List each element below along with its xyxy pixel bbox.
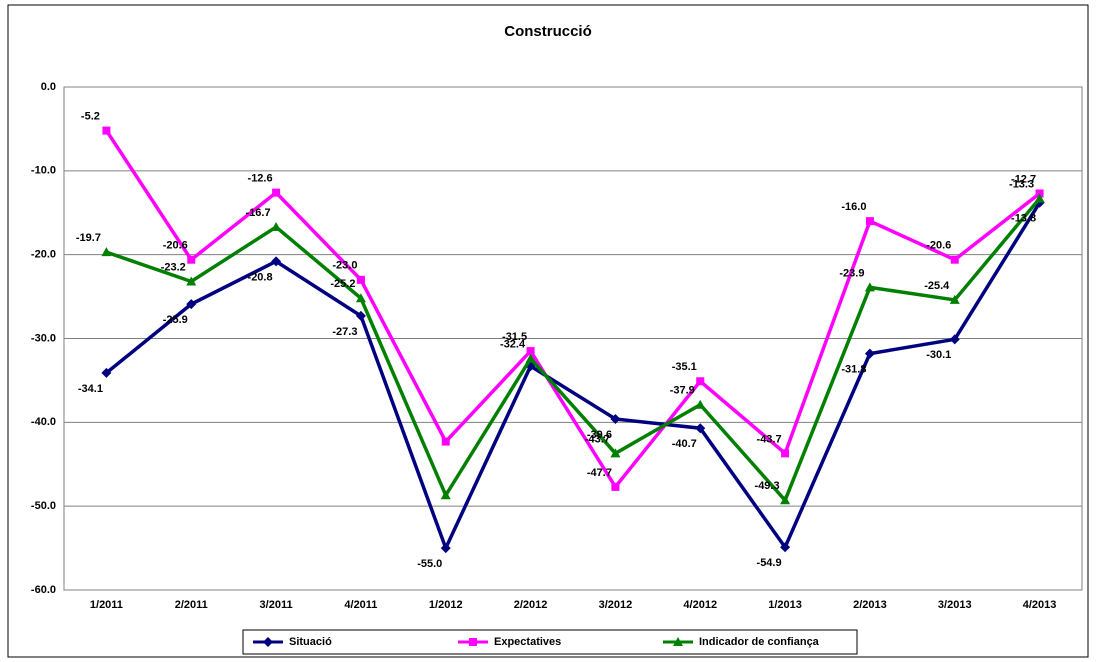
legend-box: [242, 629, 858, 655]
data-label: -20.6: [163, 240, 188, 252]
data-label: -39.6: [587, 429, 612, 441]
y-tick-label: -60.0: [31, 584, 56, 596]
data-label: -25.2: [330, 278, 355, 290]
y-tick-label: -20.0: [31, 249, 56, 261]
y-tick-label: 0.0: [41, 81, 56, 93]
data-label: -31.5: [502, 331, 527, 343]
data-label: -40.7: [672, 438, 697, 450]
data-label: -12.7: [1011, 173, 1036, 185]
marker: [864, 282, 875, 292]
marker: [469, 638, 477, 646]
x-tick-label: 1/2011: [90, 599, 123, 611]
marker: [272, 188, 281, 197]
legend-label: Indicador de confiança: [699, 636, 820, 648]
data-label: -19.7: [76, 232, 101, 244]
data-label: -23.2: [161, 261, 186, 273]
marker: [950, 255, 959, 264]
marker: [1034, 193, 1045, 203]
x-tick-label: 1/2013: [768, 599, 802, 611]
marker: [949, 334, 960, 345]
data-label: -49.3: [755, 480, 780, 492]
marker: [271, 222, 282, 232]
data-label: -55.0: [417, 558, 442, 570]
data-label: -13.8: [1011, 213, 1036, 225]
marker: [780, 495, 791, 505]
data-label: -47.7: [587, 467, 612, 479]
data-label: -25.9: [163, 314, 188, 326]
marker: [102, 126, 111, 135]
marker: [186, 276, 197, 286]
data-label: -23.9: [839, 267, 864, 279]
marker: [186, 299, 197, 310]
chart-title: Construcció: [504, 23, 592, 40]
marker: [611, 482, 620, 491]
marker: [780, 542, 791, 553]
data-label: -25.4: [924, 280, 950, 292]
data-label: -37.9: [670, 385, 695, 397]
x-tick-label: 3/2011: [260, 599, 293, 611]
marker: [781, 449, 790, 458]
data-label: -54.9: [757, 557, 782, 569]
marker: [187, 255, 196, 264]
x-tick-label: 2/2011: [175, 599, 208, 611]
data-label: -43.7: [585, 433, 610, 445]
data-label: -27.3: [332, 326, 357, 338]
marker: [610, 448, 621, 458]
marker: [263, 637, 273, 647]
x-tick-label: 4/2011: [344, 599, 377, 611]
marker: [673, 637, 683, 646]
marker: [355, 310, 366, 321]
series-line: [105, 201, 1042, 553]
data-label: -13.3: [1009, 178, 1034, 190]
x-tick-label: 1/2012: [429, 599, 463, 611]
marker: [696, 377, 705, 386]
data-label: -12.6: [248, 173, 273, 185]
data-label: -30.1: [926, 349, 951, 361]
data-label: -32.4: [500, 339, 526, 351]
x-tick-label: 4/2012: [683, 599, 717, 611]
data-label: -34.1: [78, 383, 103, 395]
series-line: [105, 197, 1041, 504]
y-tick-label: -50.0: [31, 500, 56, 512]
data-label: -20.8: [248, 271, 273, 283]
marker: [271, 256, 282, 267]
marker: [101, 367, 112, 378]
data-label: -16.0: [841, 201, 866, 213]
marker: [1035, 189, 1044, 198]
marker: [440, 543, 451, 554]
marker: [864, 348, 875, 359]
data-label: -31.8: [841, 363, 866, 375]
series-line: [104, 129, 1041, 490]
data-label: -35.1: [672, 361, 697, 373]
data-label: -23.0: [332, 260, 357, 272]
x-tick-label: 3/2013: [938, 599, 972, 611]
marker: [695, 423, 706, 434]
marker: [865, 217, 874, 226]
marker: [610, 413, 621, 424]
marker: [101, 247, 112, 257]
marker: [695, 399, 706, 409]
x-tick-label: 2/2013: [853, 599, 887, 611]
marker: [440, 490, 451, 500]
marker: [356, 275, 365, 284]
y-tick-label: -30.0: [31, 332, 56, 344]
marker: [441, 437, 450, 446]
data-label: -20.6: [926, 240, 951, 252]
x-tick-label: 3/2012: [599, 599, 633, 611]
marker: [525, 353, 536, 363]
marker: [949, 294, 960, 304]
x-tick-label: 2/2012: [514, 599, 548, 611]
legend-label: Situació: [289, 636, 332, 648]
x-tick-label: 4/2013: [1023, 599, 1057, 611]
y-tick-label: -10.0: [31, 165, 56, 177]
marker: [526, 347, 535, 356]
legend-label: Expectatives: [494, 636, 561, 648]
data-label: -43.7: [757, 433, 782, 445]
y-tick-label: -40.0: [31, 416, 56, 428]
data-label: -5.2: [81, 110, 100, 122]
data-label: -16.7: [246, 207, 271, 219]
marker: [355, 293, 366, 303]
chart-border: [7, 4, 1089, 658]
